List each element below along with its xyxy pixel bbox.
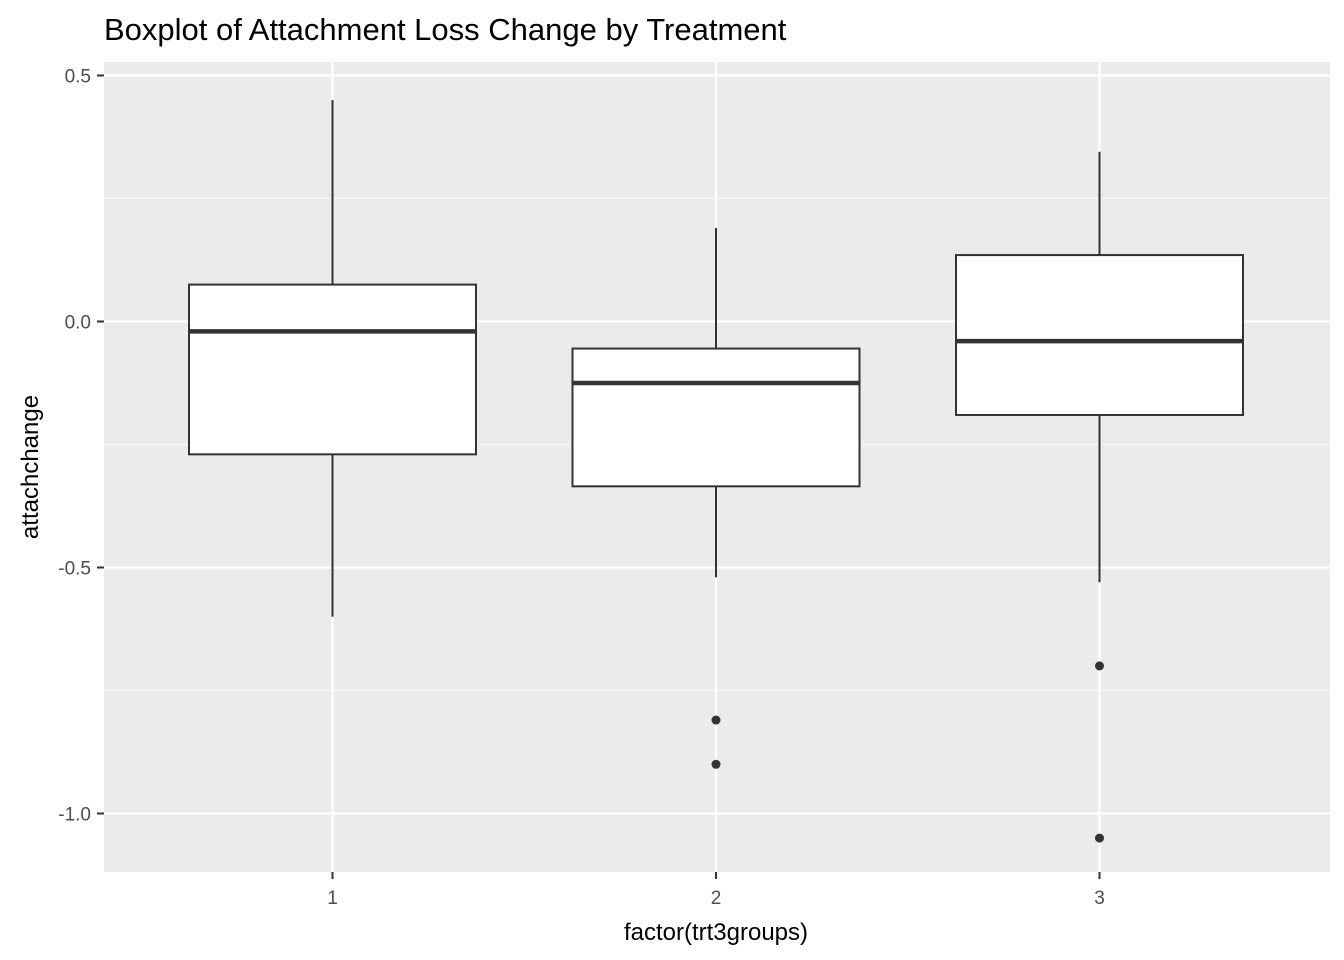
y-tick-label: -1.0 — [58, 805, 91, 826]
box-iqr — [571, 347, 861, 488]
y-tick-label: 0.5 — [65, 67, 91, 88]
box-iqr — [188, 283, 477, 456]
x-tick-label: 3 — [1094, 888, 1105, 909]
box-group-2 — [571, 228, 861, 769]
x-axis-title: factor(trt3groups) — [624, 919, 808, 946]
y-axis-title: attachchange — [17, 395, 44, 539]
y-tick-label: 0.0 — [65, 313, 91, 334]
x-tick-label: 1 — [327, 888, 338, 909]
x-axis: 1 2 3 — [327, 872, 1105, 909]
outlier-point — [1095, 833, 1104, 843]
box-iqr — [955, 254, 1244, 416]
y-axis: -1.0 -0.5 0.0 0.5 — [58, 67, 104, 826]
outlier-point — [711, 715, 721, 725]
outlier-point — [1095, 661, 1104, 671]
x-tick-label: 2 — [711, 888, 722, 909]
outlier-point — [711, 759, 721, 769]
box-series — [188, 100, 1244, 843]
y-tick-label: -0.5 — [58, 559, 91, 580]
chart-title: Boxplot of Attachment Loss Change by Tre… — [104, 12, 787, 47]
box-group-1 — [188, 100, 477, 617]
box-group-3 — [955, 151, 1244, 843]
